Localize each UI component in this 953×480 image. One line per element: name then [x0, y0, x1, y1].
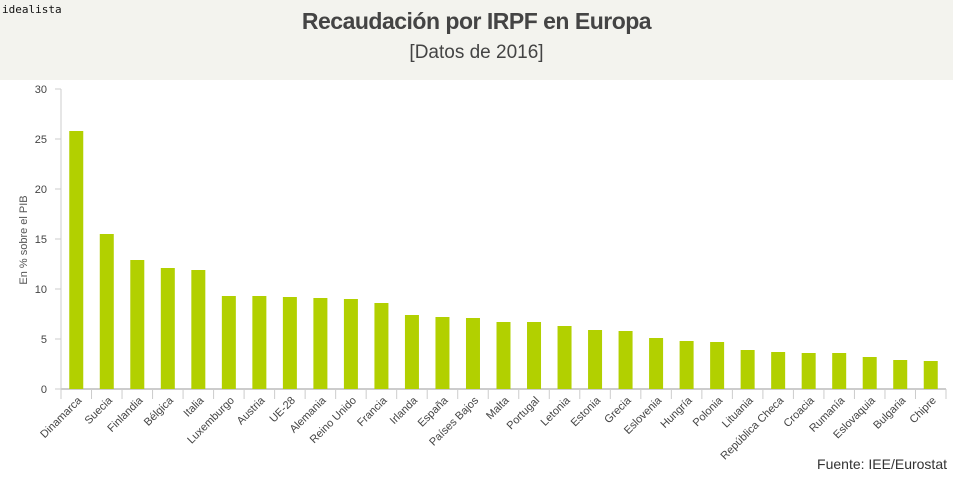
bar	[374, 303, 389, 389]
bar	[69, 131, 84, 389]
x-tick-label: Portugal	[505, 395, 542, 432]
brand-logo: idealista	[2, 3, 62, 16]
bar	[557, 326, 572, 389]
x-tick-label: Letonia	[539, 394, 574, 429]
y-tick-label: 5	[41, 334, 47, 346]
bar	[343, 299, 358, 389]
x-tick-label: Austria	[235, 394, 268, 427]
y-tick-label: 10	[35, 284, 47, 296]
bar	[893, 360, 908, 389]
bar	[832, 353, 847, 389]
x-tick-label: Bélgica	[142, 394, 177, 429]
bar	[649, 338, 664, 389]
bar	[435, 317, 450, 389]
bar	[588, 330, 603, 389]
bar	[862, 357, 877, 389]
bar	[160, 268, 175, 389]
bar	[801, 353, 816, 389]
y-tick-label: 15	[35, 234, 47, 246]
x-tick-label: Bulgaria	[871, 394, 909, 432]
source-note: Fuente: IEE/Eurostat	[817, 456, 947, 472]
bar	[618, 331, 633, 389]
x-tick-label: Italia	[182, 394, 208, 420]
bar	[99, 234, 114, 389]
y-tick-label: 25	[35, 134, 47, 146]
bar	[313, 298, 328, 389]
bar	[191, 270, 206, 389]
bar	[710, 342, 725, 389]
bar	[282, 297, 297, 389]
y-tick-label: 30	[35, 84, 47, 96]
x-tick-label: Hungría	[659, 394, 696, 431]
bar	[465, 318, 480, 389]
bar	[923, 361, 938, 389]
x-tick-label: Francia	[355, 394, 390, 429]
bar	[252, 296, 267, 389]
bar	[404, 315, 419, 389]
x-tick-label: Estonia	[569, 394, 604, 429]
bar	[130, 260, 145, 389]
chart-title: Recaudación por IRPF en Europa	[301, 8, 652, 34]
bar	[496, 322, 511, 389]
bar	[771, 352, 786, 389]
bar	[221, 296, 236, 389]
header-band: idealista Recaudación por IRPF en Europa…	[0, 0, 953, 80]
chart-subtitle: [Datos de 2016]	[409, 42, 544, 63]
y-tick-label: 20	[35, 184, 47, 196]
bar	[740, 350, 755, 389]
x-tick-label: Chipre	[907, 395, 938, 426]
y-tick-label: 0	[41, 384, 47, 396]
bar	[527, 322, 542, 389]
x-tick-label: Dinamarca	[38, 394, 85, 441]
bar	[679, 341, 694, 389]
